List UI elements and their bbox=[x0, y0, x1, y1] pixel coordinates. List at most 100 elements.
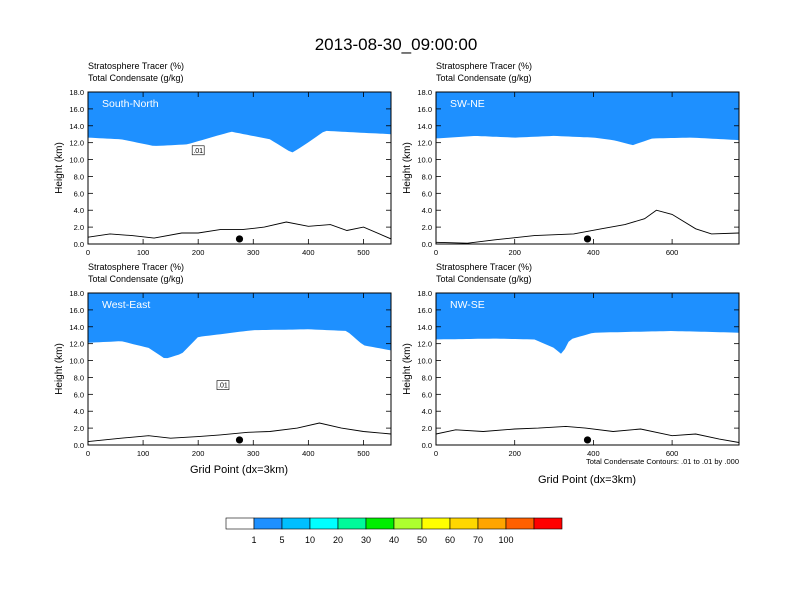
y-tick-label: 10.0 bbox=[69, 156, 84, 165]
y-tick-label: 2.0 bbox=[74, 223, 84, 232]
y-tick-label: 14.0 bbox=[417, 122, 432, 131]
y-tick-label: 4.0 bbox=[74, 206, 84, 215]
panels: South-North .01 Stratosphere Tracer (%) Tot… bbox=[54, 61, 740, 486]
y-tick-label: 14.0 bbox=[69, 122, 84, 131]
y-tick-label: 16.0 bbox=[69, 306, 84, 315]
y-axis-title: Height (km) bbox=[54, 343, 65, 395]
subtitle-tracer: Stratosphere Tracer (%) bbox=[88, 61, 184, 71]
panel-west-east: West-East .01 Stratosphere Tracer (%) Total… bbox=[54, 262, 392, 458]
y-tick-label: 10.0 bbox=[69, 357, 84, 366]
contour-label: .01 bbox=[193, 148, 203, 155]
contour-label-box bbox=[191, 145, 205, 156]
y-tick-label: 2.0 bbox=[74, 424, 84, 433]
location-marker bbox=[235, 235, 244, 243]
x-tick-label: 400 bbox=[587, 449, 600, 458]
colorbar: 1 5 10 20 30 40 50 60 70 100 bbox=[225, 517, 563, 545]
subtitle-tracer: Stratosphere Tracer (%) bbox=[436, 262, 532, 272]
colorbar-label: 1 bbox=[251, 535, 256, 545]
figure-title: 2013-08-30_09:00:00 bbox=[315, 35, 478, 54]
y-tick-label: 2.0 bbox=[422, 424, 432, 433]
colorbar-swatch bbox=[421, 517, 451, 530]
terrain-line bbox=[88, 221, 391, 240]
colorbar-swatch bbox=[225, 517, 255, 530]
y-tick-label: 10.0 bbox=[417, 156, 432, 165]
colorbar-swatch bbox=[281, 517, 311, 530]
tracer-band-1 bbox=[88, 92, 391, 153]
plot-area bbox=[88, 92, 391, 240]
colorbar-label: 10 bbox=[305, 535, 315, 545]
panel-nw-se: NW-SE Stratosphere Tracer (%) Total Conden… bbox=[402, 262, 740, 458]
y-axis-title: Height (km) bbox=[54, 142, 65, 194]
panel-south-north: South-North .01 Stratosphere Tracer (%) Tot… bbox=[54, 61, 392, 257]
y-tick-label: 0.0 bbox=[422, 441, 432, 450]
plot-area bbox=[88, 293, 391, 443]
x-tick-label: 600 bbox=[666, 449, 679, 458]
y-tick-label: 16.0 bbox=[417, 306, 432, 315]
panel-label: SW-NE bbox=[450, 98, 485, 110]
plot-frame bbox=[435, 292, 740, 446]
x-tick-label: 300 bbox=[247, 248, 260, 257]
terrain-line bbox=[436, 209, 739, 244]
y-tick-label: 12.0 bbox=[417, 340, 432, 349]
x-tick-label: 500 bbox=[357, 449, 370, 458]
y-tick-label: 6.0 bbox=[74, 390, 84, 399]
panel-sw-ne: SW-NE Stratosphere Tracer (%) Total Conden… bbox=[402, 61, 740, 257]
y-tick-label: 12.0 bbox=[69, 139, 84, 148]
y-axis-title: Height (km) bbox=[402, 343, 413, 395]
y-tick-label: 18.0 bbox=[69, 88, 84, 97]
colorbar-swatch bbox=[393, 517, 423, 530]
contour-label-box bbox=[216, 380, 230, 390]
colorbar-label: 30 bbox=[361, 535, 371, 545]
subtitle-tracer: Stratosphere Tracer (%) bbox=[436, 61, 532, 71]
subtitle-condensate: Total Condensate (g/kg) bbox=[436, 274, 532, 284]
y-tick-label: 10.0 bbox=[417, 357, 432, 366]
y-tick-label: 12.0 bbox=[69, 340, 84, 349]
x-tick-label: 600 bbox=[666, 248, 679, 257]
tracer-band-1 bbox=[436, 92, 739, 146]
y-tick-label: 4.0 bbox=[422, 206, 432, 215]
x-tick-label: 200 bbox=[192, 449, 205, 458]
x-tick-label: 0 bbox=[86, 248, 90, 257]
x-axis-title: Grid Point (dx=3km) bbox=[190, 464, 288, 476]
y-tick-label: 2.0 bbox=[422, 223, 432, 232]
x-tick-label: 300 bbox=[247, 449, 260, 458]
panel-label: NW-SE bbox=[450, 299, 485, 311]
colorbar-swatch bbox=[533, 517, 563, 530]
tracer-band-1 bbox=[88, 293, 391, 359]
colorbar-label: 60 bbox=[445, 535, 455, 545]
y-tick-label: 16.0 bbox=[417, 105, 432, 114]
x-tick-label: 200 bbox=[508, 449, 521, 458]
panel-label: South-North bbox=[102, 98, 159, 110]
colorbar-label: 20 bbox=[333, 535, 343, 545]
y-tick-label: 18.0 bbox=[417, 289, 432, 298]
location-marker bbox=[235, 436, 244, 444]
y-tick-label: 8.0 bbox=[74, 172, 84, 181]
plot-frame bbox=[87, 292, 392, 446]
x-tick-label: 400 bbox=[587, 248, 600, 257]
colorbar-swatch bbox=[365, 517, 395, 530]
colorbar-swatch bbox=[505, 517, 535, 530]
colorbar-label: 100 bbox=[498, 535, 513, 545]
x-tick-label: 100 bbox=[137, 449, 150, 458]
colorbar-label: 5 bbox=[279, 535, 284, 545]
y-tick-label: 4.0 bbox=[74, 407, 84, 416]
x-tick-label: 0 bbox=[434, 248, 438, 257]
y-tick-label: 0.0 bbox=[74, 441, 84, 450]
x-axis-title: Grid Point (dx=3km) bbox=[538, 474, 636, 486]
panel-label: West-East bbox=[102, 299, 150, 311]
y-tick-label: 18.0 bbox=[417, 88, 432, 97]
colorbar-swatch bbox=[253, 517, 283, 530]
subtitle-condensate: Total Condensate (g/kg) bbox=[88, 73, 184, 83]
y-tick-label: 0.0 bbox=[422, 240, 432, 249]
subtitle-condensate: Total Condensate (g/kg) bbox=[88, 274, 184, 284]
plot-area bbox=[436, 293, 739, 443]
location-marker bbox=[583, 436, 592, 444]
y-tick-label: 8.0 bbox=[422, 373, 432, 382]
y-tick-label: 14.0 bbox=[69, 323, 84, 332]
x-tick-label: 0 bbox=[434, 449, 438, 458]
y-tick-label: 16.0 bbox=[69, 105, 84, 114]
x-tick-label: 500 bbox=[357, 248, 370, 257]
tracer-band-1 bbox=[436, 293, 739, 354]
plot-frame bbox=[87, 91, 392, 245]
